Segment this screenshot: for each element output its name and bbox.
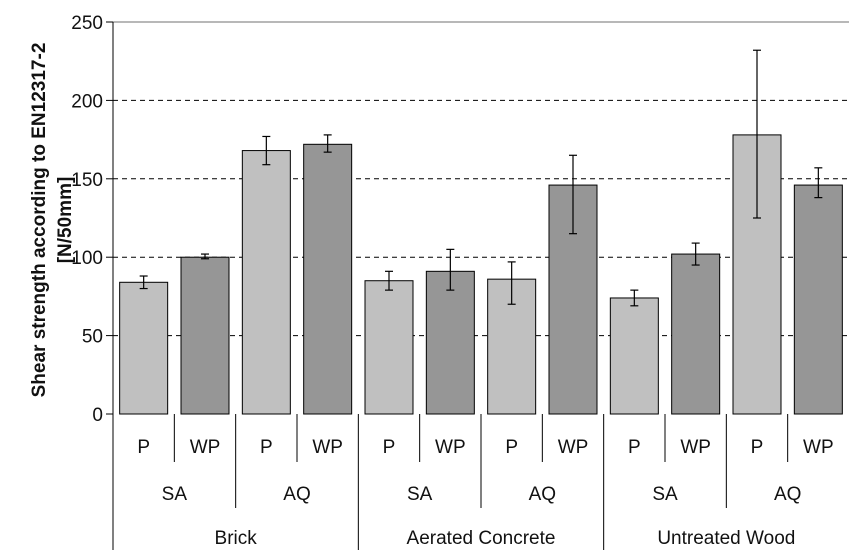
y-tick-label: 250 — [71, 13, 103, 34]
x-label-level1: WP — [803, 437, 834, 458]
x-label-level1: P — [383, 437, 396, 458]
axes — [106, 21, 789, 550]
x-label-level1: WP — [558, 437, 589, 458]
x-label-level1: P — [628, 437, 641, 458]
x-label-level1: WP — [680, 437, 711, 458]
bar-wp — [671, 253, 721, 415]
y-tick-label: 50 — [82, 327, 103, 348]
bar-wp — [303, 143, 353, 415]
bar-wp — [425, 270, 475, 415]
x-label-level2: SA — [652, 484, 678, 505]
y-tick-label: 0 — [92, 405, 103, 426]
bars — [119, 49, 843, 415]
y-axis-label-line-2: [N/50mm] — [55, 177, 76, 264]
x-label-level1: P — [137, 437, 150, 458]
x-label-level2: AQ — [529, 484, 556, 505]
x-label-level1: WP — [312, 437, 343, 458]
grid-lines — [113, 21, 849, 337]
x-label-level3: Untreated Wood — [657, 528, 795, 549]
y-tick-label: 100 — [71, 248, 103, 269]
x-label-level1: WP — [190, 437, 221, 458]
bar-p — [364, 280, 414, 415]
x-label-level3: Brick — [215, 528, 258, 549]
y-tick-label: 200 — [71, 91, 103, 112]
y-axis-label-line-1: Shear strength according to EN12317-2 — [29, 43, 50, 398]
x-label-level1: P — [751, 437, 764, 458]
x-label-level1: WP — [435, 437, 466, 458]
bar-p — [119, 281, 169, 415]
y-tick-label: 150 — [71, 170, 103, 191]
x-label-level1: P — [505, 437, 518, 458]
bar-wp — [793, 184, 843, 415]
bar-wp — [180, 256, 230, 415]
bar-p — [241, 150, 291, 415]
x-label-level3: Aerated Concrete — [407, 528, 556, 549]
x-label-level2: SA — [162, 484, 188, 505]
x-label-level2: AQ — [774, 484, 801, 505]
labels: 0 50 100 150 200 250 P WP P WP P WP P WP P WP P WP SA AQ SA A… — [71, 13, 833, 549]
x-label-level2: SA — [407, 484, 433, 505]
bar-p — [609, 297, 659, 415]
x-label-level2: AQ — [283, 484, 310, 505]
x-label-level1: P — [260, 437, 273, 458]
